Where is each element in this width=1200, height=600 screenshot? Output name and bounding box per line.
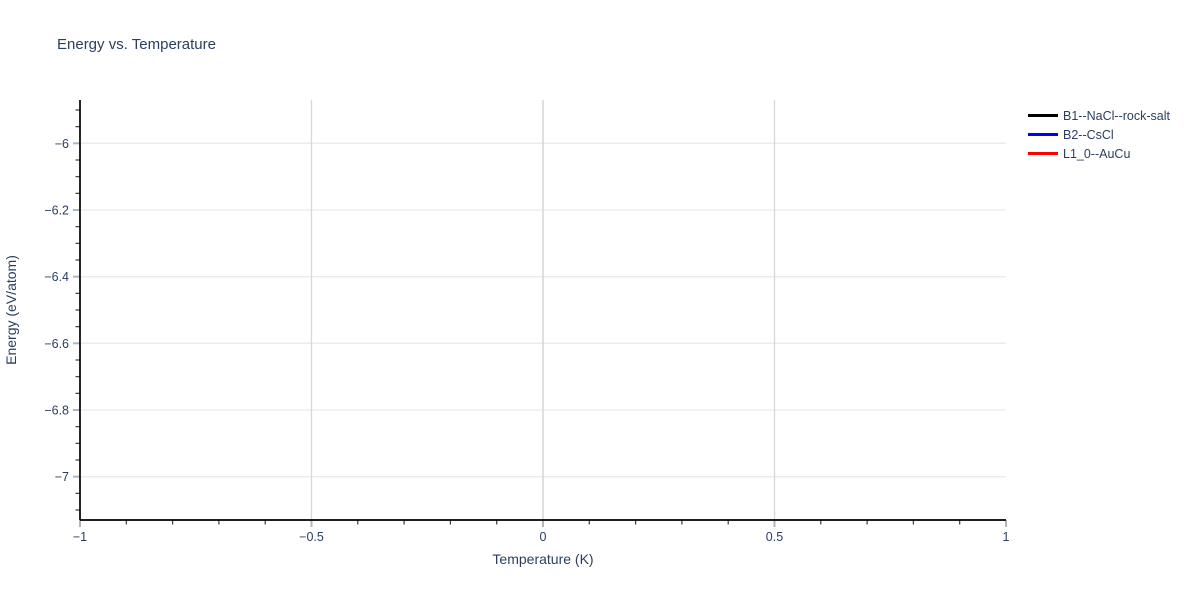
y-tick-label: −6.4	[44, 270, 69, 284]
legend: B1--NaCl--rock-salt B2--CsCl L1_0--AuCu	[1028, 106, 1170, 163]
y-tick-label: −6	[55, 137, 69, 151]
legend-item-b1-nacl-rock-salt[interactable]: B1--NaCl--rock-salt	[1028, 106, 1170, 125]
legend-item-l1-0-aucu[interactable]: L1_0--AuCu	[1028, 144, 1170, 163]
legend-label: B2--CsCl	[1063, 127, 1114, 142]
legend-label: L1_0--AuCu	[1063, 146, 1131, 161]
y-tick-label: −7	[55, 470, 69, 484]
x-tick-label: −1	[73, 530, 87, 544]
x-axis-title: Temperature (K)	[492, 551, 593, 567]
chart-title: Energy vs. Temperature	[57, 36, 216, 53]
legend-label: B1--NaCl--rock-salt	[1063, 108, 1170, 123]
x-tick-label: −0.5	[299, 530, 324, 544]
y-tick-label: −6.8	[44, 404, 69, 418]
y-axis-title: Energy (eV/atom)	[3, 255, 19, 365]
x-tick-label: 1	[1003, 530, 1010, 544]
x-tick-label: 0	[540, 530, 547, 544]
legend-line-swatch	[1028, 152, 1058, 155]
y-tick-label: −6.2	[44, 204, 69, 218]
y-tick-label: −6.6	[44, 337, 69, 351]
legend-line-swatch	[1028, 133, 1058, 136]
legend-line-swatch	[1028, 114, 1058, 117]
x-tick-label: 0.5	[766, 530, 783, 544]
legend-item-b2-cscl[interactable]: B2--CsCl	[1028, 125, 1170, 144]
